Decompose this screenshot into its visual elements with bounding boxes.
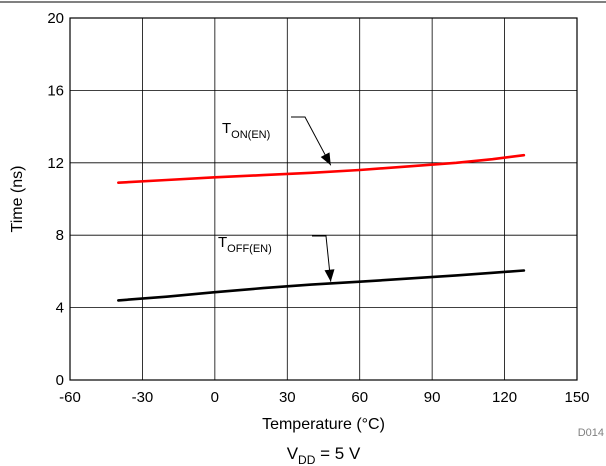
- x-tick-label: 30: [279, 389, 296, 406]
- condition-label: VDD = 5 V: [287, 444, 361, 466]
- x-tick-labels: -60 -30 0 30 60 90 120 150: [59, 389, 589, 406]
- series-label-0: TON(EN): [222, 120, 270, 141]
- x-tick-label: 150: [564, 389, 589, 406]
- y-tick-label: 12: [47, 155, 64, 172]
- y-tick-label: 8: [56, 227, 64, 244]
- x-tick-label: 120: [492, 389, 517, 406]
- series-line-1: [117, 269, 526, 302]
- series-label-1: TOFF(EN): [218, 234, 272, 255]
- annotation-layer: TON(EN) TOFF(EN): [218, 116, 335, 282]
- y-tick-label: 20: [47, 10, 64, 27]
- y-tick-label: 4: [56, 300, 64, 317]
- y-tick-labels: 0 4 8 12 16 20: [47, 10, 64, 389]
- leader-arrowhead-1: [324, 269, 335, 282]
- x-tick-label: 90: [424, 389, 441, 406]
- leader-line-0: [291, 116, 332, 166]
- condition-sub: DD: [298, 453, 316, 466]
- leader-line-1: [312, 235, 332, 282]
- condition-main: V: [287, 444, 299, 463]
- y-axis-label: Time (ns): [9, 166, 26, 233]
- x-tick-label: 60: [351, 389, 368, 406]
- x-tick-label: -60: [59, 389, 81, 406]
- y-tick-label: 0: [56, 372, 64, 389]
- series-layer: [117, 153, 526, 302]
- x-tick-label: -30: [132, 389, 154, 406]
- figure-id: D014: [578, 427, 604, 439]
- grid: [69, 17, 578, 381]
- series-line-0: [117, 153, 526, 184]
- plot-frame: [69, 17, 578, 381]
- x-axis-label: Temperature (°C): [262, 416, 385, 433]
- condition-rest: = 5 V: [315, 444, 361, 463]
- x-tick-label: 0: [211, 389, 219, 406]
- leader-arrowhead-0: [320, 152, 331, 166]
- y-tick-label: 16: [47, 82, 64, 99]
